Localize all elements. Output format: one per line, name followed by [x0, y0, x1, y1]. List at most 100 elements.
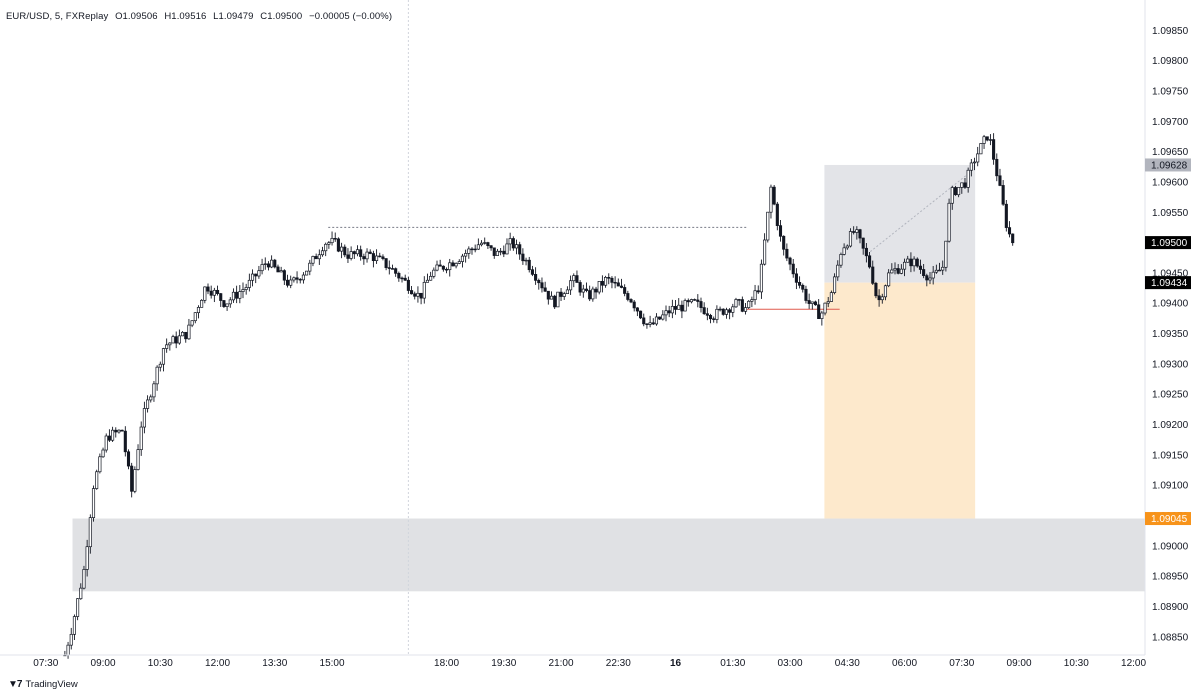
candle[interactable] [171, 334, 175, 344]
candle[interactable] [731, 303, 735, 318]
candle[interactable] [505, 238, 509, 255]
candle[interactable] [250, 269, 255, 287]
candle[interactable] [136, 444, 140, 471]
candle[interactable] [683, 298, 687, 312]
candle[interactable] [276, 264, 280, 273]
candle[interactable] [549, 291, 554, 300]
candle[interactable] [365, 248, 369, 263]
candle[interactable] [572, 273, 576, 288]
candle[interactable] [677, 298, 681, 310]
candle[interactable] [406, 276, 410, 294]
candle[interactable] [546, 290, 550, 305]
position-target-zone[interactable] [824, 164, 976, 283]
candle[interactable] [937, 262, 942, 272]
candle[interactable] [79, 583, 83, 600]
candle[interactable] [155, 365, 159, 391]
candle[interactable] [206, 283, 210, 295]
candle[interactable] [972, 157, 977, 171]
candle[interactable] [855, 226, 859, 240]
candle[interactable] [416, 286, 420, 303]
candle[interactable] [451, 260, 455, 267]
candle[interactable] [931, 266, 935, 285]
candle[interactable] [457, 259, 461, 265]
candle[interactable] [896, 264, 900, 275]
candle[interactable] [607, 273, 611, 285]
candle[interactable] [588, 285, 592, 302]
candle[interactable] [584, 282, 589, 293]
candle[interactable] [464, 249, 468, 263]
candle[interactable] [702, 302, 706, 315]
candle[interactable] [228, 297, 232, 308]
candle[interactable] [817, 299, 821, 319]
candle[interactable] [648, 315, 652, 328]
time-axis[interactable]: 07:30 09:00 10:30 12:00 13:30 15:00 18:00 19:30… [33, 658, 1146, 669]
candle[interactable] [785, 243, 789, 262]
candle[interactable] [992, 133, 996, 165]
candle[interactable] [960, 182, 964, 194]
candle[interactable] [390, 264, 395, 270]
candle[interactable] [530, 265, 534, 277]
candle[interactable] [922, 264, 926, 279]
candle[interactable] [467, 246, 471, 259]
candle[interactable] [384, 258, 388, 271]
candle[interactable] [448, 258, 452, 277]
symbol-legend[interactable]: EUR/USD, 5, FXReplay O1.09506 H1.09516 L… [6, 11, 396, 22]
candle[interactable] [772, 185, 776, 206]
candle[interactable] [216, 285, 220, 296]
candle[interactable] [95, 469, 99, 490]
demand-zone[interactable] [72, 518, 1145, 592]
candle[interactable] [320, 246, 325, 257]
candle[interactable] [737, 298, 741, 306]
candle[interactable] [187, 318, 191, 340]
candle[interactable] [670, 299, 674, 319]
candle[interactable] [152, 380, 156, 402]
candle[interactable] [839, 252, 843, 268]
candle[interactable] [425, 273, 430, 283]
candle[interactable] [98, 453, 102, 474]
candle[interactable] [953, 185, 957, 196]
candle[interactable] [562, 291, 566, 300]
candle[interactable] [899, 264, 903, 275]
candle[interactable] [349, 246, 353, 261]
candle[interactable] [635, 307, 639, 317]
candle[interactable] [988, 134, 992, 146]
candle[interactable] [718, 306, 722, 312]
candle[interactable] [887, 269, 891, 288]
candle[interactable] [556, 291, 560, 308]
candle[interactable] [852, 226, 856, 235]
candle[interactable] [883, 284, 888, 301]
candle[interactable] [836, 260, 840, 281]
candle[interactable] [161, 347, 166, 372]
candle[interactable] [82, 565, 86, 590]
candle[interactable] [346, 248, 350, 263]
candle[interactable] [600, 275, 604, 293]
candle[interactable] [766, 211, 770, 243]
candle[interactable] [950, 185, 954, 210]
candle[interactable] [807, 293, 811, 309]
candle[interactable] [915, 257, 919, 268]
candle[interactable] [778, 220, 783, 242]
candle[interactable] [371, 250, 375, 268]
candle[interactable] [336, 237, 340, 253]
candle[interactable] [486, 241, 490, 249]
candle[interactable] [362, 253, 366, 265]
candle[interactable] [107, 429, 111, 442]
candle[interactable] [651, 318, 655, 326]
candle[interactable] [149, 394, 153, 403]
candle[interactable] [381, 254, 385, 261]
candle[interactable] [734, 297, 738, 308]
candle[interactable] [750, 296, 754, 308]
candle[interactable] [645, 323, 649, 329]
candle[interactable] [368, 249, 372, 255]
candle[interactable] [963, 177, 967, 189]
candle[interactable] [314, 253, 318, 260]
candle[interactable] [842, 243, 846, 256]
candle[interactable] [69, 627, 73, 650]
candle[interactable] [330, 231, 334, 246]
candle[interactable] [142, 401, 146, 434]
candle[interactable] [203, 286, 207, 304]
candle[interactable] [285, 274, 290, 288]
candle[interactable] [756, 285, 760, 294]
candle[interactable] [1007, 221, 1012, 238]
candle[interactable] [184, 331, 188, 343]
